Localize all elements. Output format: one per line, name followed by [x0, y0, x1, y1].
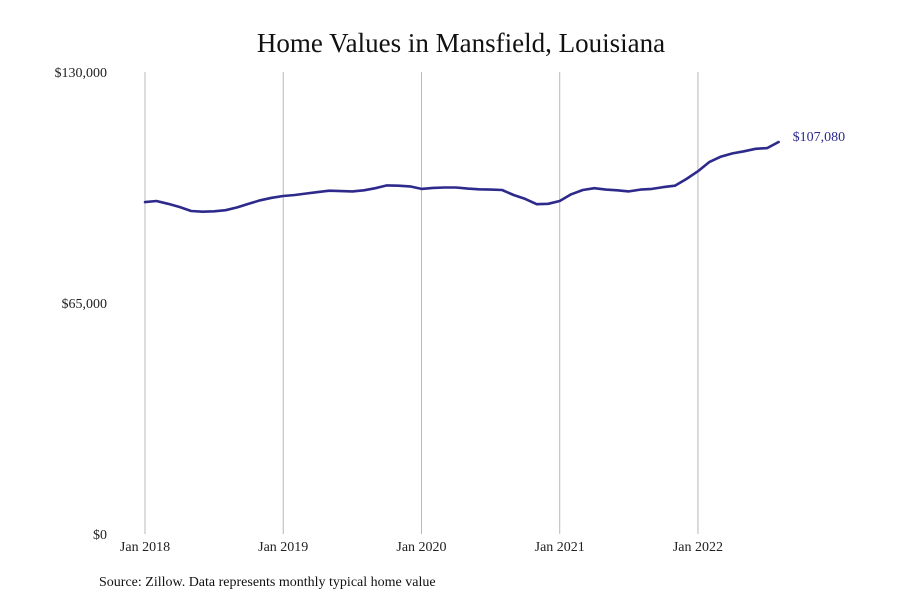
y-tick-label: $65,000: [62, 297, 108, 312]
y-tick-label: $0: [93, 528, 107, 543]
series-layer: [143, 140, 780, 213]
y-tick-label: $130,000: [55, 66, 108, 81]
x-tick-label: Jan 2022: [673, 540, 723, 555]
end-value-label: $107,080: [793, 130, 846, 145]
x-axis: Jan 2018 Jan 2019 Jan 2020 Jan 2021 Jan 2022: [120, 540, 723, 555]
y-axis: $130,000 $65,000 $0: [55, 66, 108, 543]
series-line: [143, 140, 780, 213]
x-tick-label: Jan 2019: [258, 540, 308, 555]
grid-lines: [144, 72, 699, 534]
source-note: Source: Zillow. Data represents monthly …: [99, 575, 436, 590]
x-tick-label: Jan 2018: [120, 540, 170, 555]
chart-title: Home Values in Mansfield, Louisiana: [257, 28, 665, 58]
x-tick-label: Jan 2021: [535, 540, 585, 555]
x-tick-label: Jan 2020: [396, 540, 446, 555]
